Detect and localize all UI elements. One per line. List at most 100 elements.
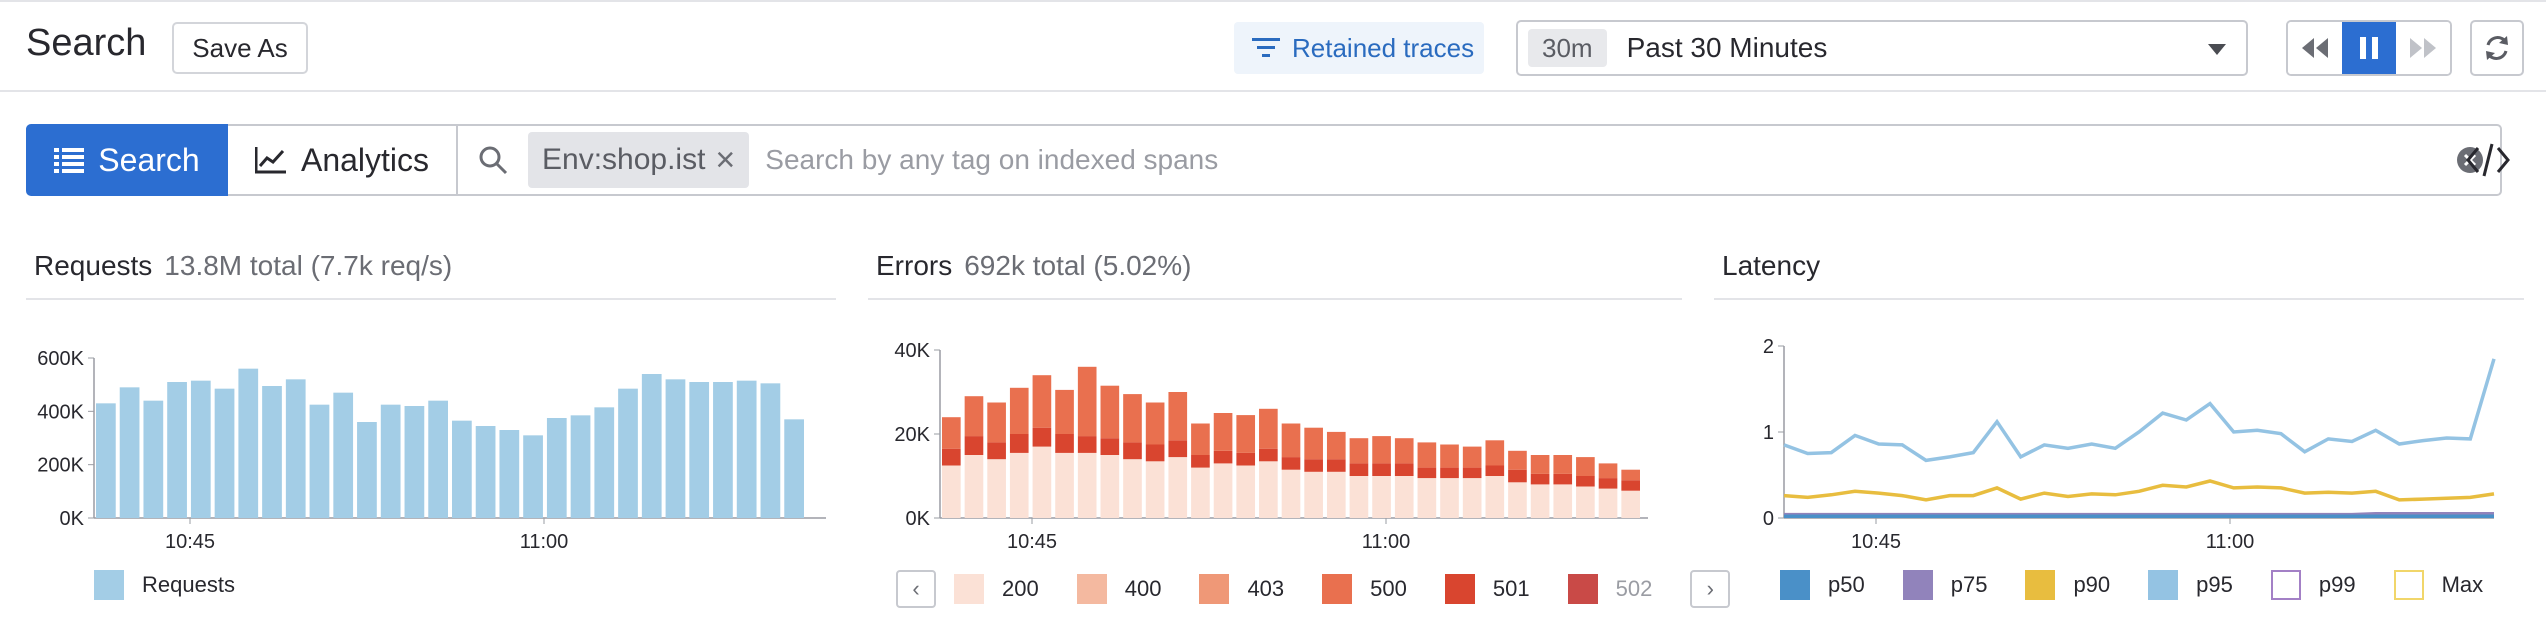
requests-bar[interactable] [594,407,615,518]
errors-bar-501[interactable] [1394,463,1414,476]
pause-button[interactable] [2342,22,2396,74]
errors-bar-501[interactable] [1326,459,1346,472]
refresh-button[interactable] [2470,20,2524,76]
errors-bar-500[interactable] [1191,423,1210,456]
errors-bar-500[interactable] [1485,440,1505,466]
retained-traces-button[interactable]: Retained traces [1234,22,1484,74]
requests-bar[interactable] [333,392,354,518]
requests-bar[interactable] [475,426,496,518]
errors-bar-501[interactable] [1191,455,1210,468]
requests-bar[interactable] [119,387,140,518]
errors-bar-500[interactable] [1281,423,1301,458]
errors-bar-501[interactable] [1123,442,1142,460]
requests-bar[interactable] [190,380,211,518]
errors-bar-200[interactable] [1281,469,1301,518]
requests-bar[interactable] [736,380,757,518]
errors-bar-501[interactable] [1598,478,1618,489]
legend-item[interactable]: Max [2393,570,2483,600]
errors-bar-200[interactable] [1417,478,1437,518]
errors-bar-500[interactable] [1349,438,1369,464]
errors-bar-200[interactable] [1485,476,1505,518]
requests-bar[interactable] [309,404,330,518]
search-tab[interactable]: Search [26,124,228,196]
errors-bar-200[interactable] [1394,476,1414,518]
requests-bar[interactable] [760,383,781,518]
requests-bar[interactable] [167,382,187,518]
errors-bar-500[interactable] [1530,455,1550,474]
legend-item[interactable]: 200 [954,574,1039,604]
errors-bar-501[interactable] [942,448,961,466]
errors-bar-501[interactable] [964,436,984,455]
errors-bar-200[interactable] [1100,455,1120,518]
errors-bar-500[interactable] [1213,413,1233,451]
errors-bar-501[interactable] [1259,448,1278,462]
latency-line-p95[interactable] [1783,358,2496,463]
errors-bar-500[interactable] [1372,436,1391,464]
requests-bar[interactable] [357,422,377,518]
requests-chart[interactable]: 0K 200K 400K 600K 10:45 11:00 [26,240,836,560]
errors-bar-200[interactable] [1462,478,1482,518]
errors-bar-500[interactable] [1553,455,1573,474]
requests-bar[interactable] [523,435,543,518]
errors-bar-500[interactable] [1417,442,1437,468]
errors-bar-500[interactable] [1462,446,1482,468]
errors-bar-200[interactable] [1349,476,1369,518]
search-input[interactable] [765,130,2440,190]
errors-bar-500[interactable] [942,417,961,449]
legend-item[interactable]: p50 [1780,570,1865,600]
errors-bar-200[interactable] [1032,446,1052,518]
errors-bar-501[interactable] [1372,463,1391,476]
errors-bar-200[interactable] [1372,476,1391,518]
analytics-tab[interactable]: Analytics [228,124,458,196]
errors-bar-500[interactable] [1168,392,1188,441]
errors-bar-500[interactable] [1621,469,1640,481]
requests-bar[interactable] [499,430,520,518]
requests-bar[interactable] [262,386,282,518]
errors-bar-500[interactable] [1598,463,1618,479]
errors-bar-200[interactable] [1530,484,1550,518]
errors-bar-200[interactable] [1326,471,1346,518]
errors-bar-500[interactable] [1326,431,1346,460]
errors-bar-500[interactable] [1123,394,1142,443]
tag-chip[interactable]: Env:shop.ist × [528,132,750,188]
errors-bar-501[interactable] [1576,476,1595,487]
requests-bar[interactable] [546,418,567,518]
errors-bar-501[interactable] [1530,473,1550,485]
errors-bar-200[interactable] [1123,459,1142,518]
fast-forward-button[interactable] [2396,22,2450,74]
save-as-button[interactable]: Save As [172,22,308,74]
errors-bar-200[interactable] [1553,484,1573,518]
clear-search-icon[interactable] [2440,146,2500,174]
errors-bar-500[interactable] [1440,444,1459,468]
errors-bar-500[interactable] [987,402,1006,443]
legend-item[interactable]: 502 [1567,574,1652,604]
errors-bar-200[interactable] [1213,463,1233,518]
requests-bar[interactable] [404,406,425,518]
errors-bar-200[interactable] [1077,452,1097,518]
errors-bar-200[interactable] [987,459,1006,518]
errors-bar-200[interactable] [964,455,984,518]
errors-bar-501[interactable] [1009,434,1029,453]
errors-bar-500[interactable] [1259,408,1278,449]
requests-bar[interactable] [285,379,306,518]
legend-item[interactable]: p99 [2270,570,2356,600]
requests-bar[interactable] [214,388,235,518]
errors-bar-200[interactable] [1009,452,1029,518]
errors-bar-501[interactable] [1349,463,1369,476]
errors-bar-500[interactable] [1032,375,1052,428]
requests-bar[interactable] [713,382,733,518]
legend-item[interactable]: p90 [2025,570,2110,600]
errors-bar-500[interactable] [1236,415,1256,453]
errors-bar-200[interactable] [1304,471,1323,518]
errors-bar-501[interactable] [1417,467,1437,479]
legend-next-button[interactable]: › [1690,570,1731,608]
errors-chart[interactable]: 0K 20K 40K 10:45 11:00 [868,240,1682,560]
errors-bar-200[interactable] [1259,461,1278,518]
errors-bar-501[interactable] [1032,427,1052,447]
legend-item[interactable]: p95 [2148,570,2233,600]
errors-bar-501[interactable] [1100,438,1120,455]
latency-chart[interactable]: 0 1 2 10:45 11:00 [1714,240,2524,560]
errors-bar-200[interactable] [1191,467,1210,518]
latency-line-p90[interactable] [1783,479,2495,502]
legend-item[interactable]: 400 [1076,574,1161,604]
